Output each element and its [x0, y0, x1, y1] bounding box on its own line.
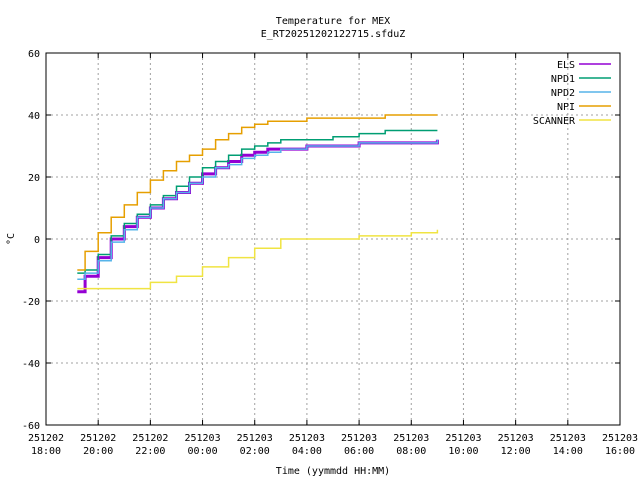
- chart-title: Temperature for MEX: [276, 16, 390, 27]
- x-tick-time: 00:00: [187, 446, 217, 457]
- legend-label: NPD2: [551, 88, 575, 99]
- series-line-els: [77, 139, 439, 294]
- x-tick-date: 251202: [80, 433, 116, 444]
- x-tick-date: 251203: [289, 433, 325, 444]
- legend: ELS NPD1 NPD2 NPI SCANNER: [533, 60, 611, 127]
- x-tick-time: 10:00: [448, 446, 478, 457]
- x-tick-time: 18:00: [31, 446, 61, 457]
- x-tick-time: 04:00: [292, 446, 322, 457]
- x-tick-time: 16:00: [605, 446, 635, 457]
- x-tick-date: 251203: [184, 433, 220, 444]
- y-tick-label: 20: [28, 173, 40, 184]
- y-tick-label: -60: [22, 421, 40, 432]
- series-line-npd1: [77, 129, 438, 274]
- series-lines: [77, 114, 439, 294]
- x-tick-date: 251203: [445, 433, 481, 444]
- y-tick-label: -40: [22, 359, 40, 370]
- series-line-npi: [77, 114, 438, 271]
- series-line-npd2: [77, 139, 439, 281]
- x-tick-time: 12:00: [501, 446, 531, 457]
- legend-label: SCANNER: [533, 116, 576, 127]
- x-tick-time: 02:00: [240, 446, 270, 457]
- x-tick-time: 08:00: [396, 446, 426, 457]
- y-tick-label: 60: [28, 49, 40, 60]
- legend-label: NPD1: [551, 74, 575, 85]
- x-tick-time: 20:00: [83, 446, 113, 457]
- legend-label: NPI: [557, 102, 575, 113]
- x-tick-time: 22:00: [135, 446, 165, 457]
- series-line-scanner: [77, 229, 439, 290]
- y-axis-label: °C: [6, 233, 17, 245]
- y-tick-label: 0: [34, 235, 40, 246]
- x-tick-date: 251203: [341, 433, 377, 444]
- x-axis-label: Time (yymmdd HH:MM): [276, 466, 390, 477]
- y-tick-label: -20: [22, 297, 40, 308]
- x-axis-ticks: 251202 18:00 251202 20:00 251202 22:00 251203 0…: [28, 53, 638, 457]
- x-tick-date: 251203: [393, 433, 429, 444]
- legend-label: ELS: [557, 60, 575, 71]
- x-tick-date: 251202: [132, 433, 168, 444]
- chart-subtitle: E_RT20251202122715.sfduZ: [261, 29, 406, 40]
- y-axis-ticks: 60 40 20 0 -20 -40 -60: [22, 49, 620, 432]
- x-tick-date: 251202: [28, 433, 64, 444]
- x-tick-time: 06:00: [344, 446, 374, 457]
- x-tick-time: 14:00: [553, 446, 583, 457]
- y-tick-label: 40: [28, 111, 40, 122]
- x-tick-date: 251203: [498, 433, 534, 444]
- x-tick-date: 251203: [550, 433, 586, 444]
- grid: [46, 53, 620, 425]
- x-tick-date: 251203: [602, 433, 638, 444]
- x-tick-date: 251203: [237, 433, 273, 444]
